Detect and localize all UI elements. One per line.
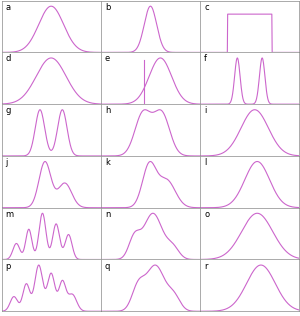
Text: e: e [105,54,110,64]
Text: i: i [204,106,206,115]
Text: h: h [105,106,110,115]
Text: a: a [5,3,10,12]
Text: r: r [204,262,208,270]
Text: f: f [204,54,207,64]
Text: k: k [105,158,110,167]
Text: j: j [5,158,8,167]
Text: o: o [204,210,209,219]
Text: q: q [105,262,110,270]
Text: c: c [204,3,209,12]
Text: g: g [5,106,11,115]
Text: m: m [5,210,14,219]
Text: n: n [105,210,110,219]
Text: d: d [5,54,11,64]
Text: l: l [204,158,206,167]
Text: p: p [5,262,11,270]
Text: b: b [105,3,110,12]
